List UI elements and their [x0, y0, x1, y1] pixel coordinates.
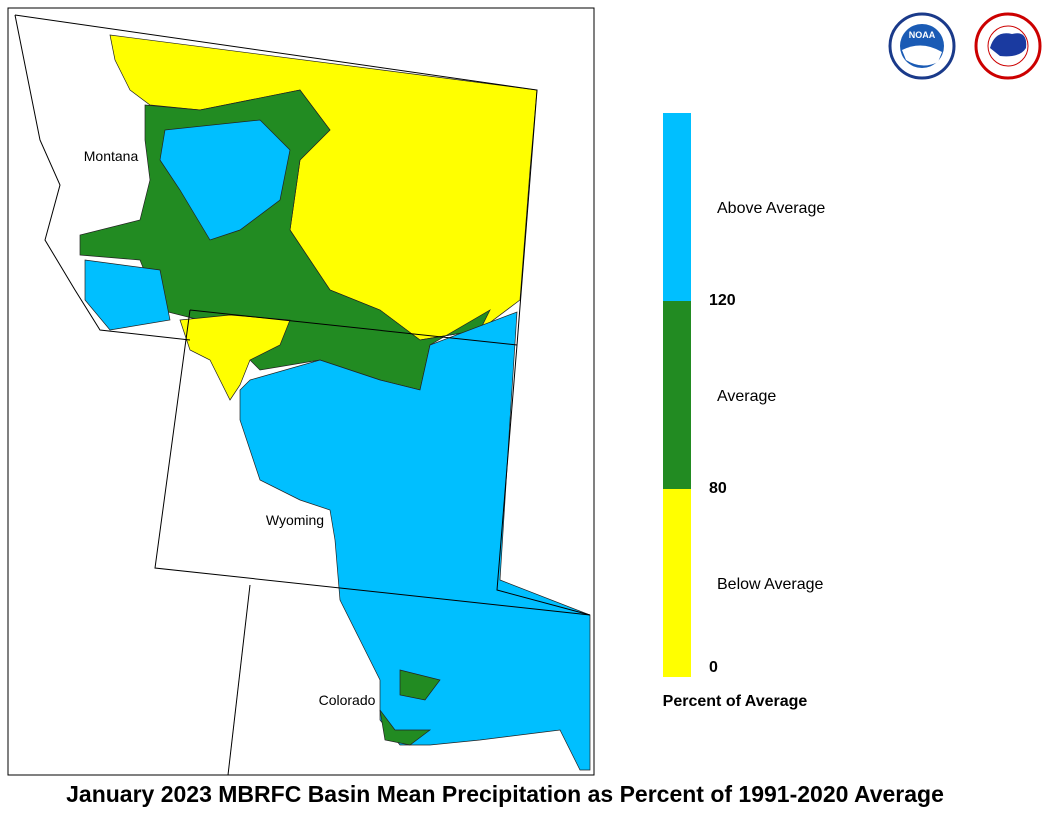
state-border — [154, 309, 591, 616]
nws-logo — [974, 12, 1042, 80]
basin-region — [84, 259, 171, 331]
map-title: January 2023 MBRFC Basin Mean Precipitat… — [66, 781, 944, 807]
state-label: Wyoming — [266, 512, 324, 528]
legend-label: Above Average — [717, 200, 825, 217]
legend: Percent of Average Below Average Average A… — [663, 113, 825, 710]
basin-region — [239, 311, 591, 771]
legend-label: Below Average — [717, 576, 824, 593]
legend-tick-label: 80 — [709, 480, 727, 497]
legend-label: Average — [717, 388, 776, 405]
map: Montana Wyoming Colorado — [14, 14, 591, 776]
logo-cloud — [990, 33, 1027, 57]
legend-swatch — [663, 489, 691, 677]
logo-gull — [902, 45, 942, 66]
legend-title: Percent of Average — [663, 693, 808, 710]
state-label: Montana — [84, 148, 139, 164]
logo-text: NOAA — [909, 30, 936, 40]
state-label: Colorado — [319, 692, 376, 708]
legend-swatch — [663, 113, 691, 301]
basin-region — [159, 119, 291, 241]
state-border — [189, 309, 518, 346]
basin-region — [379, 709, 432, 746]
basin-region — [399, 669, 441, 701]
state-border — [14, 14, 191, 341]
legend-swatch — [663, 301, 691, 489]
noaa-logo: NOAA — [888, 12, 956, 80]
state-border — [227, 584, 251, 776]
legend-tick-label: 120 — [709, 292, 736, 309]
legend-tick-label: 0 — [709, 659, 718, 676]
